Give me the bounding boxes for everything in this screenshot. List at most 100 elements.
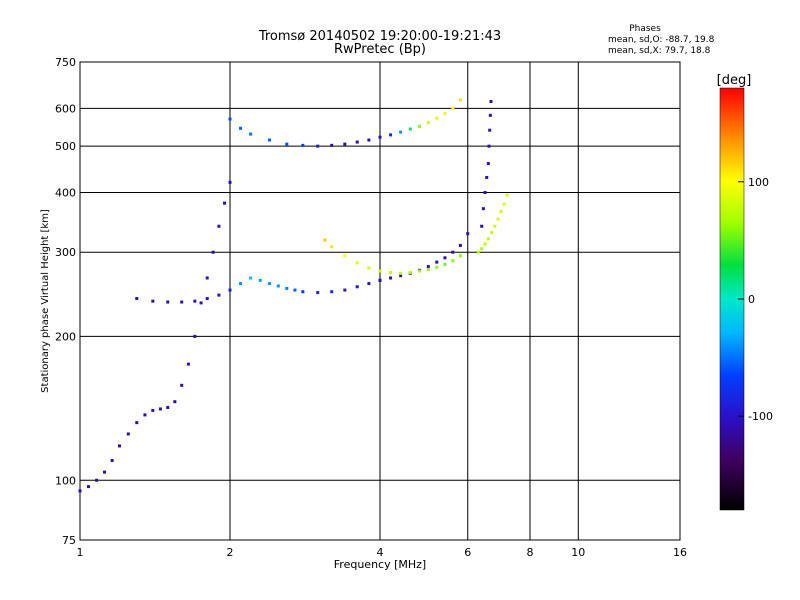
data-point — [443, 256, 447, 260]
data-point — [143, 413, 147, 417]
data-point — [301, 143, 305, 147]
data-point — [389, 271, 393, 275]
grid-lines — [80, 62, 680, 540]
x-tick-label: 16 — [673, 546, 687, 559]
data-point — [408, 127, 412, 131]
data-point — [458, 98, 462, 102]
data-point — [443, 262, 447, 266]
data-point — [316, 144, 320, 148]
data-point — [483, 190, 487, 194]
data-point — [86, 485, 90, 489]
data-point — [378, 278, 382, 282]
colorbar-tick-label: 100 — [748, 176, 769, 189]
data-point — [480, 247, 484, 251]
stats-heading: Phases — [629, 24, 661, 34]
data-point — [285, 286, 289, 290]
data-point — [355, 140, 359, 144]
data-point — [426, 268, 430, 272]
data-point — [399, 271, 403, 275]
data-point — [217, 293, 221, 297]
x-tick-label: 6 — [464, 546, 471, 559]
data-point — [205, 276, 209, 280]
data-point — [408, 271, 412, 275]
data-point — [355, 261, 359, 265]
x-tick-label: 4 — [377, 546, 384, 559]
colorbar-ticks: -100 0 100 — [738, 176, 773, 423]
data-point — [239, 126, 243, 130]
data-point — [399, 274, 403, 278]
data-point — [135, 421, 139, 425]
data-point — [378, 135, 382, 139]
data-point — [389, 133, 393, 137]
data-points — [78, 98, 509, 493]
data-point — [316, 291, 320, 295]
data-point — [489, 100, 493, 104]
data-point — [103, 470, 107, 474]
x-tick-label: 2 — [227, 546, 234, 559]
data-point — [293, 288, 297, 292]
data-point — [228, 180, 232, 184]
data-point — [367, 266, 371, 270]
data-point — [249, 276, 253, 280]
data-point — [78, 489, 82, 493]
colorbar-label: [deg] — [717, 73, 752, 88]
data-point — [476, 250, 480, 254]
data-point — [417, 124, 421, 128]
data-point — [267, 138, 271, 142]
data-point — [426, 121, 430, 125]
data-point — [488, 128, 492, 132]
data-point — [367, 282, 371, 286]
chart-title: Tromsø 20140502 19:20:00-19:21:43 — [258, 29, 501, 44]
data-point — [485, 175, 489, 179]
data-point — [258, 278, 262, 282]
data-point — [228, 117, 232, 121]
colorbar-tick-label: -100 — [748, 410, 773, 423]
data-point — [487, 144, 491, 148]
y-axis-ticks: 75 100 200 300 400 500 600 750 — [55, 56, 76, 547]
x-tick-label: 1 — [77, 546, 84, 559]
chart-subtitle: RwPretec (Bp) — [334, 42, 426, 57]
data-point — [217, 224, 221, 228]
data-point — [367, 138, 371, 142]
data-point — [451, 106, 455, 110]
data-point — [496, 217, 500, 221]
y-tick-label: 750 — [55, 56, 76, 69]
y-axis-label: Stationary phase Virtual Height [km] — [40, 209, 51, 393]
data-point — [249, 132, 253, 136]
data-point — [389, 276, 393, 280]
data-point — [193, 299, 197, 303]
x-tick-label: 8 — [527, 546, 534, 559]
data-point — [481, 207, 485, 211]
data-point — [399, 130, 403, 134]
data-point — [95, 478, 99, 482]
data-point — [499, 210, 503, 214]
data-point — [301, 290, 305, 294]
data-point — [502, 202, 506, 206]
data-point — [151, 299, 155, 303]
data-point — [480, 224, 484, 228]
y-tick-label: 500 — [55, 140, 76, 153]
data-point — [330, 143, 334, 147]
data-point — [193, 334, 197, 338]
y-tick-label: 300 — [55, 246, 76, 259]
data-point — [205, 297, 209, 301]
y-tick-label: 100 — [55, 474, 76, 487]
data-point — [488, 113, 492, 117]
data-point — [323, 238, 327, 242]
y-tick-label: 600 — [55, 102, 76, 115]
data-point — [228, 288, 232, 292]
stats-x-mode: mean, sd,X: 79.7, 18.8 — [608, 46, 711, 56]
data-point — [180, 300, 184, 304]
data-point — [276, 284, 280, 288]
data-point — [151, 408, 155, 412]
y-tick-label: 400 — [55, 186, 76, 199]
stats-o-mode: mean, sd,O: -88.7, 19.8 — [608, 35, 715, 45]
data-point — [378, 269, 382, 273]
data-point — [166, 405, 170, 409]
data-point — [493, 224, 497, 228]
data-point — [435, 116, 439, 120]
data-point — [483, 242, 487, 246]
data-point — [426, 265, 430, 269]
data-point — [330, 290, 334, 294]
